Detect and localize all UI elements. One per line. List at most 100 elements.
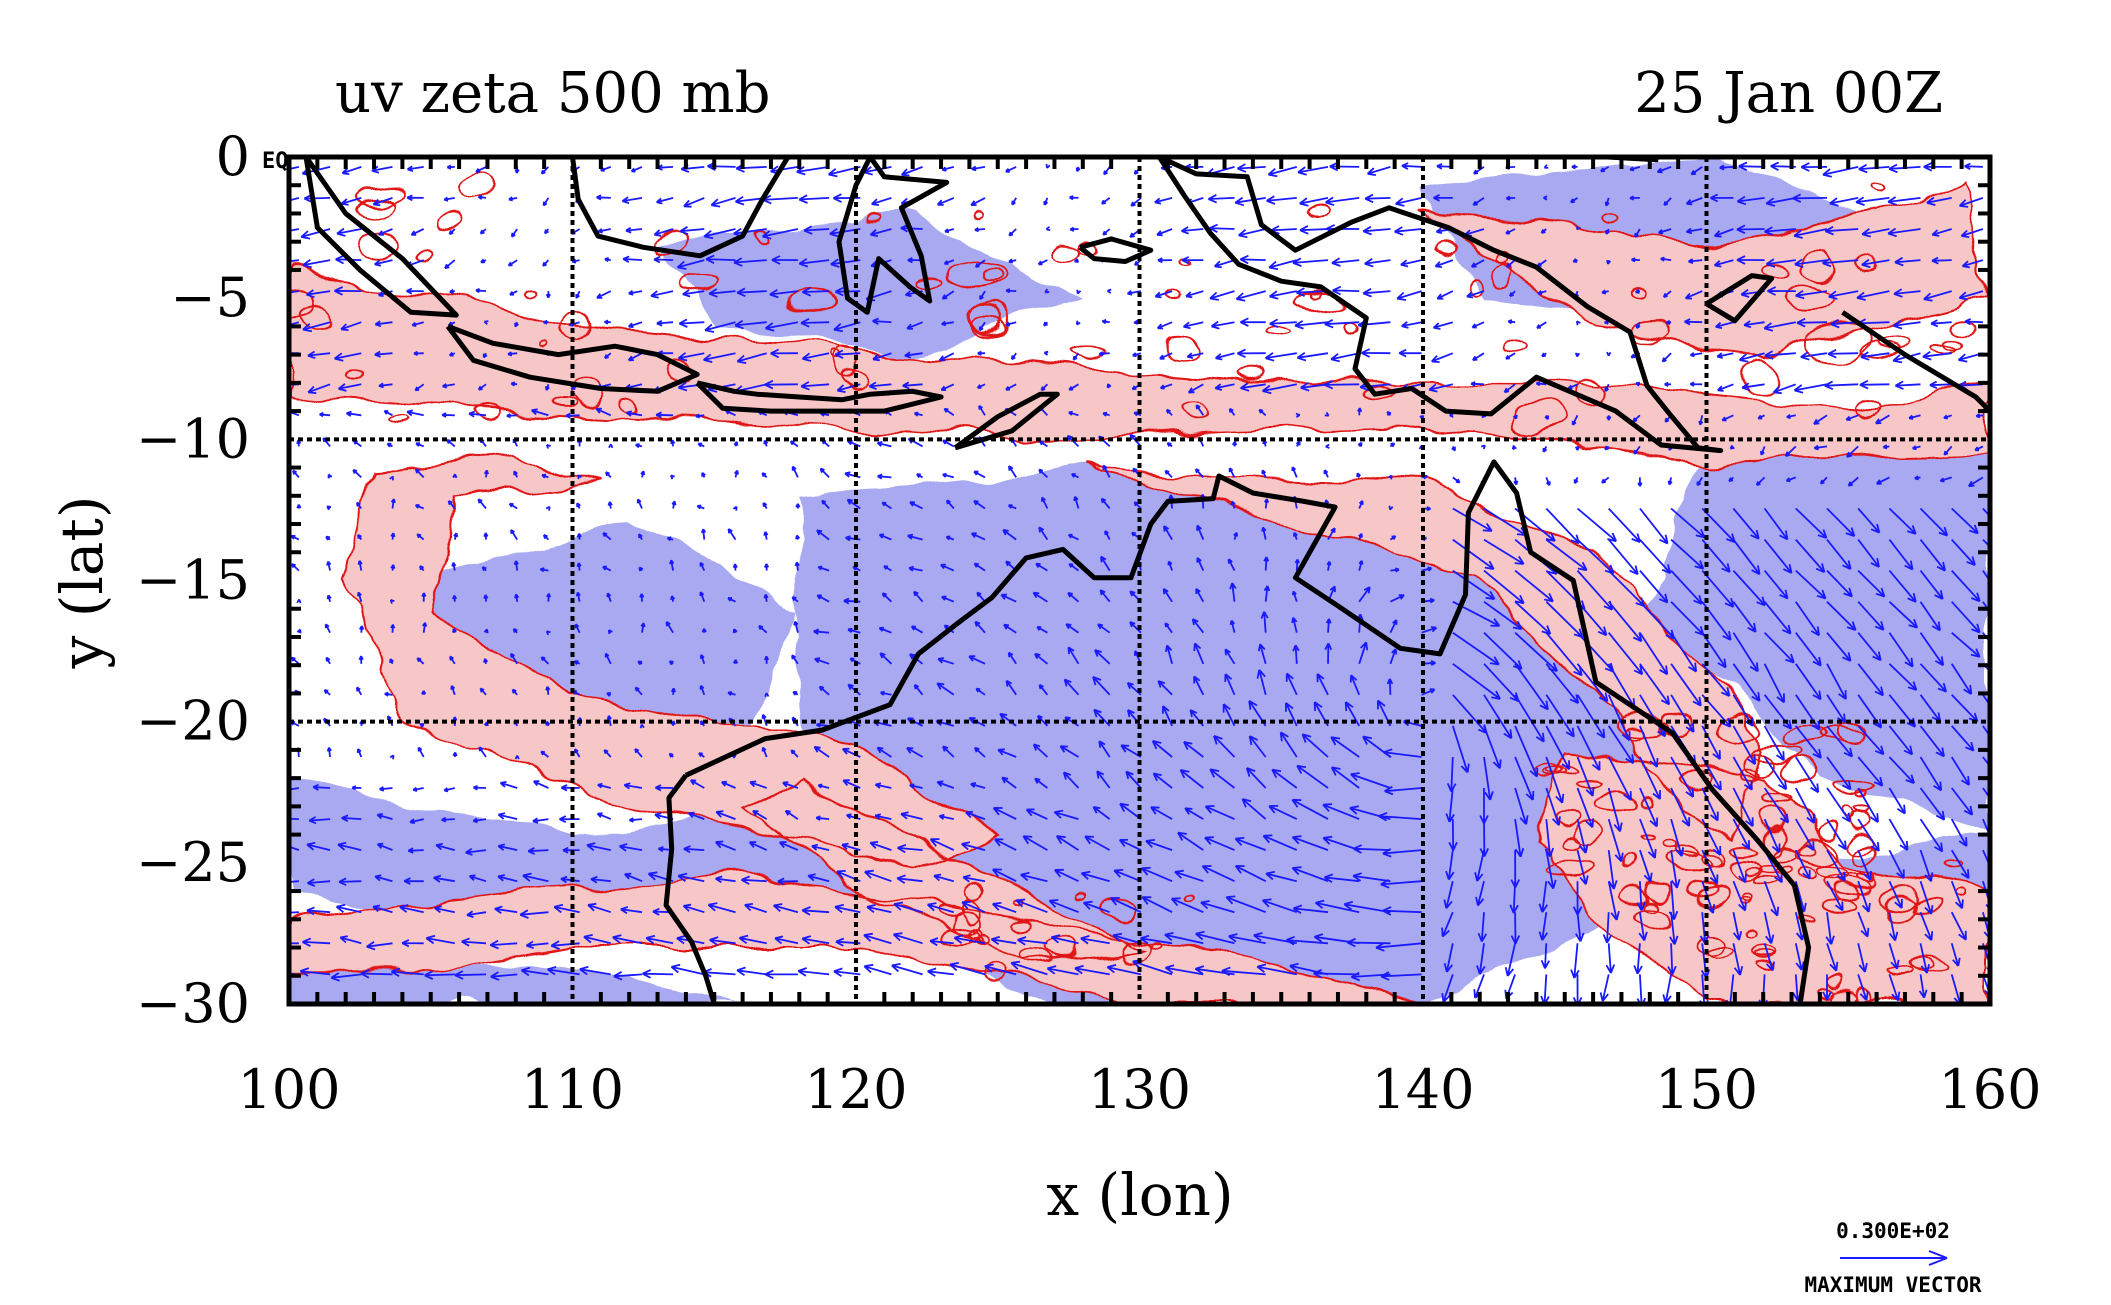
wind-vector — [1857, 507, 1881, 534]
wind-vector — [1000, 593, 1017, 603]
wind-vector — [650, 290, 674, 299]
wind-vector — [1684, 318, 1703, 326]
wind-vector — [670, 595, 676, 602]
contour-loop — [1504, 334, 1533, 352]
wind-vector — [1544, 414, 1550, 421]
wind-vector — [1601, 476, 1610, 484]
wind-vector — [540, 166, 550, 175]
wind-vector — [1800, 351, 1828, 361]
wind-vector — [770, 348, 798, 359]
wind-vector — [384, 691, 393, 697]
wind-vector — [940, 563, 955, 572]
wind-vector — [1887, 227, 1921, 238]
positive-contour — [1422, 183, 1990, 356]
wind-vector — [1268, 805, 1298, 820]
wind-vector — [357, 534, 363, 541]
wind-vector — [1713, 228, 1734, 238]
wind-vector — [1159, 352, 1173, 360]
wind-vector — [1795, 507, 1828, 539]
wind-vector — [1209, 290, 1235, 301]
wind-vector — [1194, 468, 1204, 479]
wind-vector — [509, 290, 518, 296]
wind-vector — [697, 442, 705, 448]
wind-vector — [1036, 626, 1048, 634]
wind-vector — [1514, 818, 1525, 858]
wind-vector — [1571, 414, 1579, 426]
wind-vector — [1795, 694, 1821, 731]
wind-vector — [1195, 404, 1205, 416]
wind-vector — [1104, 530, 1111, 541]
wind-vector — [1689, 352, 1703, 358]
wind-vector — [1241, 798, 1267, 820]
wind-vector — [1102, 411, 1110, 417]
wind-vector — [525, 940, 549, 950]
wind-vector — [727, 597, 736, 603]
wind-vector — [1357, 441, 1363, 447]
wind-vector — [1795, 756, 1820, 794]
wind-vector — [302, 937, 331, 947]
wind-vector — [1207, 194, 1235, 204]
wind-vector — [1072, 352, 1080, 361]
wind-vector — [1322, 803, 1360, 820]
wind-vector — [1950, 818, 1968, 847]
wind-vector — [1670, 538, 1705, 570]
wind-vector — [847, 627, 861, 634]
wind-vector — [736, 966, 767, 977]
wind-vector — [642, 969, 674, 979]
wind-vector — [676, 259, 705, 270]
wind-vector — [1291, 466, 1298, 478]
wind-vector — [1635, 381, 1641, 387]
wind-vector — [290, 656, 300, 665]
wind-vector — [1002, 529, 1017, 541]
wind-vector — [1036, 714, 1049, 727]
contour-loop — [1623, 288, 1645, 302]
wind-vector — [984, 963, 1017, 976]
wind-vector — [880, 690, 892, 696]
wind-vector — [1717, 383, 1734, 392]
wind-vector — [1504, 943, 1516, 977]
wind-vector — [732, 563, 738, 571]
wind-vector — [1543, 164, 1549, 169]
wind-vector — [653, 255, 674, 264]
wind-vector — [813, 628, 830, 635]
wind-vector — [1540, 974, 1550, 1004]
wind-vector — [1888, 632, 1914, 668]
wind-vector — [1755, 476, 1766, 486]
wind-vector — [1229, 619, 1236, 633]
contour-loop — [868, 217, 886, 225]
wind-vector — [1732, 849, 1747, 884]
wind-vector — [1800, 162, 1828, 172]
wind-vector — [1008, 228, 1017, 237]
wind-vector — [560, 784, 580, 792]
wind-vector — [604, 652, 612, 665]
wind-vector — [1732, 632, 1759, 673]
wind-vector — [1362, 225, 1391, 236]
wind-vector — [1670, 694, 1695, 733]
wind-vector — [477, 194, 487, 200]
contour-loop — [1180, 399, 1206, 424]
wind-vector — [407, 847, 424, 854]
wind-vector — [1855, 196, 1890, 206]
wind-vector — [734, 319, 767, 330]
wind-vector — [872, 317, 892, 325]
wind-vector — [979, 290, 986, 301]
wind-vector — [1102, 228, 1111, 236]
contour-loop — [1744, 863, 1762, 875]
positive-contour — [1535, 748, 1990, 1004]
wind-vector — [545, 686, 551, 695]
wind-vector — [801, 287, 830, 297]
wind-vector — [522, 872, 549, 883]
wind-vector — [1665, 319, 1672, 325]
wind-vector — [1476, 943, 1486, 975]
contour-loop — [1742, 752, 1777, 777]
wind-vector — [1743, 320, 1765, 329]
wind-vector — [448, 351, 456, 357]
wind-vector — [841, 842, 861, 851]
wind-vector — [1263, 498, 1270, 509]
wind-vector — [466, 910, 487, 918]
wind-vector — [1256, 963, 1297, 976]
wind-vector — [1796, 317, 1828, 328]
chart-date: 25 Jan 00Z — [1634, 61, 1943, 126]
wind-vector — [968, 655, 986, 665]
wind-vector — [1443, 943, 1454, 973]
